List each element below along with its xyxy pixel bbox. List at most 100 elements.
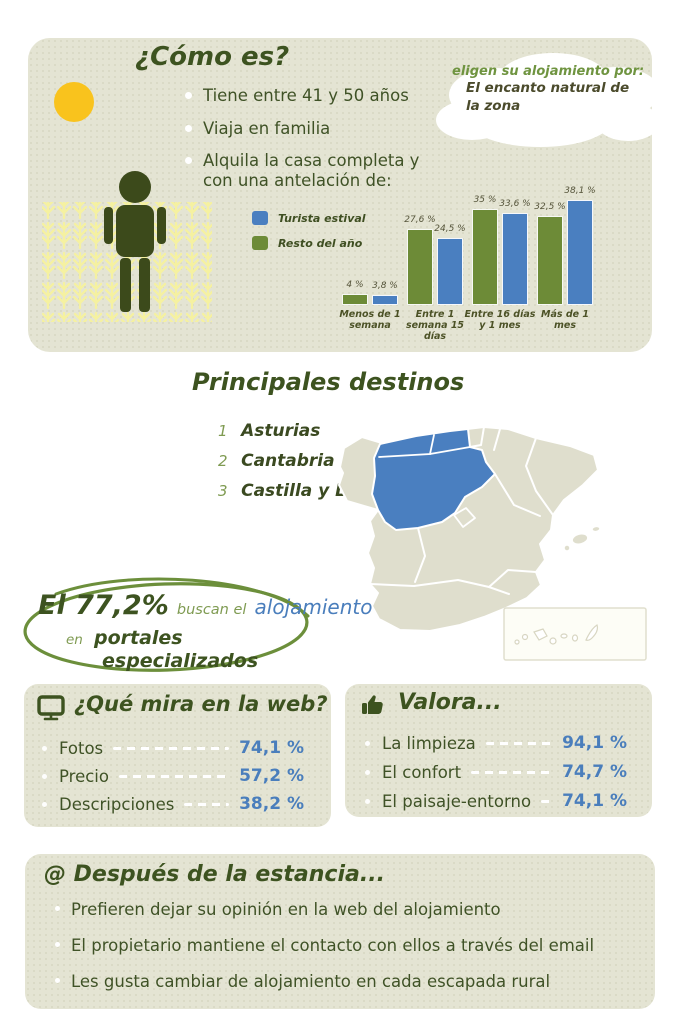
profile-title: ¿Cómo es? xyxy=(135,42,290,72)
valora-stat-confort: El confort 74,7 % xyxy=(365,762,627,782)
hand-drawn-ellipse xyxy=(23,577,310,672)
portals-line-1: El 77,2% buscan el alojamiento xyxy=(38,590,373,621)
map-balearic-islands xyxy=(563,525,601,552)
web-box-title: ¿Qué mira en la web? xyxy=(74,692,328,716)
after-bullet-text: Prefieren dejar su opinión en la web del… xyxy=(71,900,501,919)
dashed-leader xyxy=(471,770,553,774)
dashed-leader xyxy=(118,774,230,778)
after-bullet-3: Les gusta cambiar de alojamiento en cada… xyxy=(55,972,615,992)
stat-value: 74,1 % xyxy=(562,791,627,811)
bullet-dot xyxy=(365,769,370,775)
bullet-dot xyxy=(55,978,60,983)
sun-icon xyxy=(54,82,94,122)
profile-bullet-text: Alquila la casa completa y con una antel… xyxy=(203,151,420,190)
stat-label: Descripciones xyxy=(59,794,175,814)
portals-pct: El 77,2% xyxy=(38,590,169,621)
dashed-leader xyxy=(541,799,553,803)
stat-label: El paisaje-entorno xyxy=(382,791,532,811)
bar-resto-del-ano-3 xyxy=(537,216,563,305)
dashed-leader xyxy=(485,741,553,745)
destination-item-1: 1 Asturias xyxy=(218,421,320,441)
legend-label: Turista estival xyxy=(278,211,366,225)
destination-name: Cantabria xyxy=(241,451,335,471)
legend-swatch-green xyxy=(252,236,268,250)
map-highlighted-regions-asturias-cantabria-castilla-y-leon xyxy=(371,428,496,531)
profile-bullet-2: Viaja en familia xyxy=(185,119,435,139)
person-in-wheat-illustration xyxy=(42,171,212,322)
valora-stat-limpieza: La limpieza 94,1 % xyxy=(365,733,627,753)
bar-value-label: 27,6 % xyxy=(404,215,436,225)
after-box-title: @ Después de la estancia... xyxy=(44,862,385,887)
destination-name: Asturias xyxy=(241,421,321,441)
after-bullet-text: Les gusta cambiar de alojamiento en cada… xyxy=(71,972,551,991)
web-stat-fotos: Fotos 74,1 % xyxy=(42,738,304,758)
bar-value-label: 4 % xyxy=(346,280,364,290)
valora-box-title: Valora... xyxy=(398,690,502,715)
cloud-intro: eligen su alojamiento por: xyxy=(452,64,645,79)
bar-value-label: 33,6 % xyxy=(499,199,531,209)
after-box xyxy=(25,854,655,1009)
cloud-reason: El encanto natural de la zona xyxy=(466,80,630,114)
valora-stat-paisaje: El paisaje-entorno 74,1 % xyxy=(365,791,627,811)
bar-category-label: Menos de 1 semana xyxy=(339,309,401,331)
legend-turista-estival: Turista estival xyxy=(252,211,366,225)
bullet-dot xyxy=(365,740,370,746)
profile-bullet-text: Viaja en familia xyxy=(203,119,331,138)
portals-line-3: especializados xyxy=(102,650,259,672)
bullet-dot xyxy=(365,798,370,804)
speech-cloud xyxy=(436,53,660,147)
stat-label: El confort xyxy=(382,762,462,782)
bullet-dot xyxy=(185,125,192,132)
bar-category-label: Más de 1 mes xyxy=(541,309,589,331)
valora-box xyxy=(345,684,652,817)
destination-rank: 2 xyxy=(218,452,228,470)
legend-label: Resto del año xyxy=(278,236,363,250)
portals-en: en xyxy=(66,632,83,648)
spain-map xyxy=(338,426,647,661)
stat-label: La limpieza xyxy=(382,733,476,753)
bar-value-label: 32,5 % xyxy=(534,202,566,212)
bar-category-label: Entre 1 semana 15 días xyxy=(405,309,465,342)
map-canary-inset xyxy=(503,607,647,661)
stat-value: 57,2 % xyxy=(239,766,304,786)
bar-turista-estival-1 xyxy=(437,238,463,305)
bar-resto-del-ano-1 xyxy=(407,229,433,305)
monitor-icon xyxy=(37,695,65,721)
bullet-dot xyxy=(55,942,60,947)
portals-highlight: alojamiento xyxy=(254,595,373,619)
web-stat-descripciones: Descripciones 38,2 % xyxy=(42,794,304,814)
web-stat-precio: Precio 57,2 % xyxy=(42,766,304,786)
dashed-leader xyxy=(184,802,230,806)
stat-value: 74,7 % xyxy=(562,762,627,782)
thumbs-up-icon xyxy=(362,695,383,714)
profile-bullet-1: Tiene entre 41 y 50 años xyxy=(185,86,435,106)
portals-mid: buscan el xyxy=(176,602,247,618)
profile-bullet-3: Alquila la casa completa y con una antel… xyxy=(185,151,420,191)
bullet-dot xyxy=(55,906,60,911)
destination-rank: 1 xyxy=(218,422,228,440)
after-bullet-2: El propietario mantiene el contacto con … xyxy=(55,936,615,956)
bar-turista-estival-2 xyxy=(502,213,528,305)
profile-bullet-text: Tiene entre 41 y 50 años xyxy=(203,86,409,105)
bar-resto-del-ano-2 xyxy=(472,209,498,305)
destination-item-2: 2 Cantabria xyxy=(218,451,335,471)
bar-resto-del-ano-0 xyxy=(342,294,368,305)
bullet-dot xyxy=(42,745,47,751)
legend-resto-del-ano: Resto del año xyxy=(252,236,362,250)
stat-value: 74,1 % xyxy=(239,738,304,758)
legend-swatch-blue xyxy=(252,211,268,225)
dashed-leader xyxy=(113,746,230,750)
stat-label: Fotos xyxy=(59,738,104,758)
person-icon xyxy=(104,171,166,312)
bullet-dot xyxy=(185,92,192,99)
bar-turista-estival-3 xyxy=(567,200,593,305)
portals-bold2: portales xyxy=(93,627,183,649)
bar-value-label: 3,8 % xyxy=(372,281,398,291)
after-bullet-1: Prefieren dejar su opinión en la web del… xyxy=(55,900,615,920)
bar-turista-estival-0 xyxy=(372,295,398,305)
bullet-dot xyxy=(42,801,47,807)
destinations-title: Principales destinos xyxy=(192,368,465,396)
map-region-madrid xyxy=(453,507,476,528)
bar-category-label: Entre 16 días y 1 mes xyxy=(464,309,536,331)
